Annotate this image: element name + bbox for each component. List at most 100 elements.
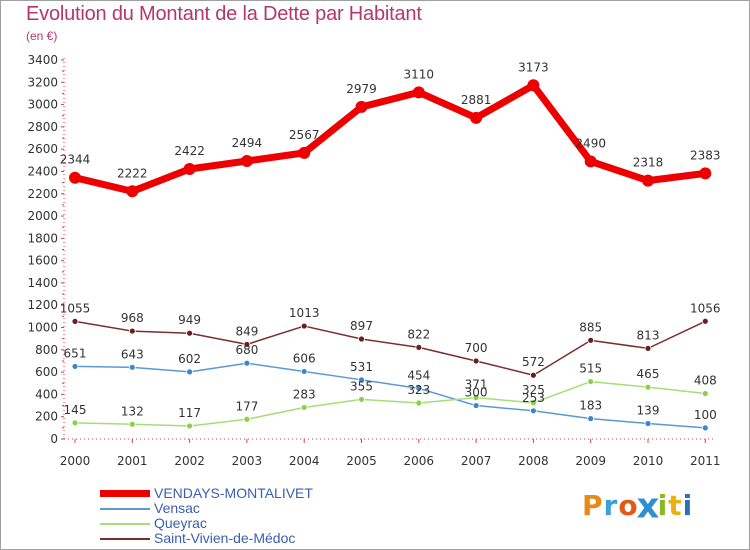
data-point-saint-vivien-de-m-doc [644, 344, 652, 352]
data-point-saint-vivien-de-m-doc [243, 340, 251, 348]
y-tick-label: 2600 [27, 142, 58, 156]
series-line-queyrac [74, 380, 707, 427]
x-tick-label: 2007 [461, 454, 492, 468]
data-label-saint-vivien-de-m-doc: 572 [522, 355, 545, 369]
data-point-queyrac [587, 378, 595, 385]
chart-title: Evolution du Montant de la Dette par Hab… [26, 3, 422, 25]
data-point-vendays-montalivet [69, 171, 81, 184]
data-label-queyrac: 145 [64, 403, 87, 417]
data-point-vensac [300, 368, 308, 375]
data-point-queyrac [701, 390, 709, 397]
y-tick-label: 2400 [27, 164, 58, 178]
data-label-queyrac: 177 [235, 399, 258, 413]
data-label-saint-vivien-de-m-doc: 1013 [289, 306, 320, 320]
data-point-vendays-montalivet [527, 79, 540, 92]
data-point-vensac [472, 402, 480, 409]
data-point-vendays-montalivet [412, 86, 425, 99]
legend-label: VENDAYS-MONTALIVET [154, 485, 313, 501]
data-label-vendays-montalivet: 2979 [346, 82, 377, 96]
y-tick-label: 400 [35, 387, 58, 401]
legend-label: Saint-Vivien-de-Médoc [154, 530, 296, 546]
data-label-saint-vivien-de-m-doc: 700 [465, 341, 488, 355]
y-tick-label: 1000 [27, 321, 58, 335]
data-label-saint-vivien-de-m-doc: 897 [350, 319, 373, 333]
x-tick-label: 2004 [289, 454, 320, 468]
data-label-vendays-montalivet: 2567 [289, 128, 320, 142]
data-point-queyrac [530, 399, 537, 407]
data-point-saint-vivien-de-m-doc [358, 335, 365, 343]
data-label-queyrac: 117 [178, 406, 201, 420]
data-label-saint-vivien-de-m-doc: 1056 [690, 301, 721, 315]
data-point-queyrac [128, 420, 136, 428]
x-tick-label: 2003 [232, 454, 263, 468]
y-tick-label: 1600 [27, 254, 58, 268]
series-line-vensac [74, 362, 707, 429]
series-line-vendays-montalivet [71, 81, 709, 195]
legend-swatch [100, 538, 150, 540]
data-point-queyrac [358, 396, 365, 403]
data-label-vensac: 680 [235, 343, 258, 357]
logo-letter: i [682, 489, 694, 522]
data-label-vensac: 606 [293, 351, 316, 365]
data-point-saint-vivien-de-m-doc [701, 317, 709, 325]
x-tick-label: 2006 [404, 454, 435, 468]
legend-swatch [100, 490, 150, 497]
x-tick-label: 2002 [174, 454, 205, 468]
data-label-vendays-montalivet: 2422 [174, 144, 205, 158]
logo-letter: o [618, 489, 639, 522]
data-point-vensac [186, 368, 194, 376]
data-point-vendays-montalivet [126, 185, 139, 198]
data-point-vensac [701, 424, 709, 432]
data-point-vensac [71, 363, 79, 370]
data-point-vendays-montalivet [355, 100, 368, 113]
data-point-queyrac [71, 419, 79, 427]
data-point-vendays-montalivet [183, 163, 196, 176]
x-tick-label: 2001 [117, 454, 148, 468]
data-point-queyrac [243, 415, 251, 423]
data-label-saint-vivien-de-m-doc: 968 [121, 311, 144, 325]
line-chart: 0 200 400 600 800 1000 1200 1400 1600 1800 2000 220… [27, 53, 721, 468]
data-point-vensac [587, 415, 595, 423]
data-point-saint-vivien-de-m-doc [300, 322, 308, 330]
series-layer [69, 79, 712, 432]
data-label-saint-vivien-de-m-doc: 822 [407, 327, 430, 341]
data-point-saint-vivien-de-m-doc [530, 371, 537, 379]
x-tick-label: 2005 [346, 454, 377, 468]
data-point-saint-vivien-de-m-doc [415, 343, 423, 351]
legend-swatch [100, 508, 150, 510]
data-label-vensac: 454 [407, 368, 430, 382]
data-point-vendays-montalivet [699, 167, 712, 180]
data-label-saint-vivien-de-m-doc: 885 [579, 320, 602, 334]
data-point-queyrac [415, 399, 423, 407]
data-point-vensac [644, 420, 652, 427]
y-tick-label: 0 [50, 432, 58, 446]
data-label-vendays-montalivet: 2881 [461, 93, 492, 107]
data-label-queyrac: 323 [407, 383, 430, 397]
data-label-queyrac: 355 [350, 379, 373, 393]
y-tick-label: 3000 [27, 98, 58, 112]
data-label-vensac: 531 [350, 360, 373, 374]
data-point-vendays-montalivet [642, 174, 654, 187]
data-label-queyrac: 371 [465, 378, 488, 392]
series-line-saint-vivien-de-m-doc [74, 320, 707, 376]
data-point-vensac [128, 363, 136, 371]
data-label-vendays-montalivet: 2494 [232, 136, 263, 150]
data-point-vensac [415, 384, 423, 392]
data-label-queyrac: 515 [579, 362, 602, 376]
data-label-vensac: 253 [522, 391, 545, 405]
legend-label: Vensac [154, 500, 200, 516]
axes: 0 200 400 600 800 1000 1200 1400 1600 1800 2000 220… [27, 53, 720, 468]
x-tick-label: 2008 [518, 454, 549, 468]
data-label-saint-vivien-de-m-doc: 813 [637, 328, 660, 342]
x-tick-label: 2010 [633, 454, 664, 468]
data-point-saint-vivien-de-m-doc [186, 329, 194, 337]
data-labels: 651 643 602 680 606 531 454 300 253 183 139 100 145 1… [60, 60, 721, 422]
data-point-vensac [530, 407, 537, 415]
legend-swatch [100, 523, 150, 525]
data-label-vendays-montalivet: 2318 [633, 156, 664, 170]
data-point-vensac [243, 359, 251, 367]
legend-label: Queyrac [154, 515, 207, 531]
data-label-queyrac: 325 [522, 383, 545, 397]
y-tick-label: 2000 [27, 209, 58, 223]
